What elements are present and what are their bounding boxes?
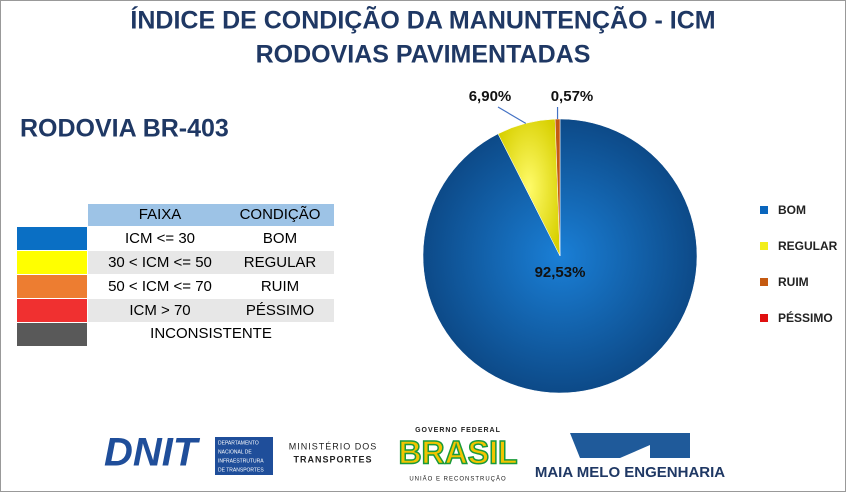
cell: INCONSISTENTE [150,325,272,342]
cell: BOM [263,230,297,247]
maia-logo [570,433,690,458]
dnit-sub: DEPARTAMENTO [218,440,259,446]
pie-slice [554,118,561,257]
dnit-sub: NACIONAL DE [218,449,252,455]
cell: ICM <= 30 [125,230,195,247]
dnit-logo: DNIT [104,431,201,475]
logos: DNIT DEPARTAMENTO NACIONAL DE INFRAESTRU… [104,427,725,483]
row-bg [88,299,334,322]
legend-table: FAIXA CONDIÇÃO ICM <= 30 BOM 30 < ICM <=… [17,204,334,346]
cell: 50 < ICM <= 70 [108,278,212,295]
dnit-sub: DE TRANSPORTES [218,467,264,473]
title-line: ÍNDICE DE CONDIÇÃO DA MANUNTENÇÃO - ICM [130,5,715,35]
header-cell: CONDIÇÃO [240,206,321,223]
swatch [17,227,87,250]
header-cell: FAIXA [139,206,182,223]
gov-sub: UNIÃO E RECONSTRUÇÃO [409,476,506,483]
legend-swatch [760,314,768,322]
dnit-sub: INFRAESTRUTURA [218,458,264,464]
maia: MAIA MELO ENGENHARIA [535,464,725,481]
legend-label: RUIM [778,275,809,289]
data-label: 0,57% [551,88,594,105]
cell: ICM > 70 [129,302,190,319]
cell: RUIM [261,278,299,295]
subtitle: RODOVIA BR-403 [20,115,229,143]
row-bg [88,275,334,298]
swatch [17,299,87,322]
legend-label: BOM [778,203,806,217]
cell: PÉSSIMO [246,302,314,319]
leader-line [497,106,527,124]
data-label: 6,90% [469,88,512,105]
ministry: TRANSPORTES [293,454,372,464]
legend-swatch [760,278,768,286]
gov: GOVERNO FEDERAL [415,427,501,434]
title-line: RODOVIAS PAVIMENTADAS [256,41,591,69]
table-header [88,204,334,226]
data-label: 92,53% [535,264,586,281]
dnit-box [215,437,273,475]
swatch [17,251,87,274]
legend-swatch [760,206,768,214]
legend-swatch [760,242,768,250]
ministry: MINISTÉRIO DOS [289,441,378,451]
brasil: BRASIL [398,434,517,470]
cell: REGULAR [244,254,317,271]
swatch [17,275,87,298]
swatch [17,323,87,346]
legend-label: REGULAR [778,239,838,253]
legend-label: PÉSSIMO [778,310,833,325]
row-bg [88,251,334,274]
row-bg [88,227,334,250]
cell: 30 < ICM <= 50 [108,254,212,271]
